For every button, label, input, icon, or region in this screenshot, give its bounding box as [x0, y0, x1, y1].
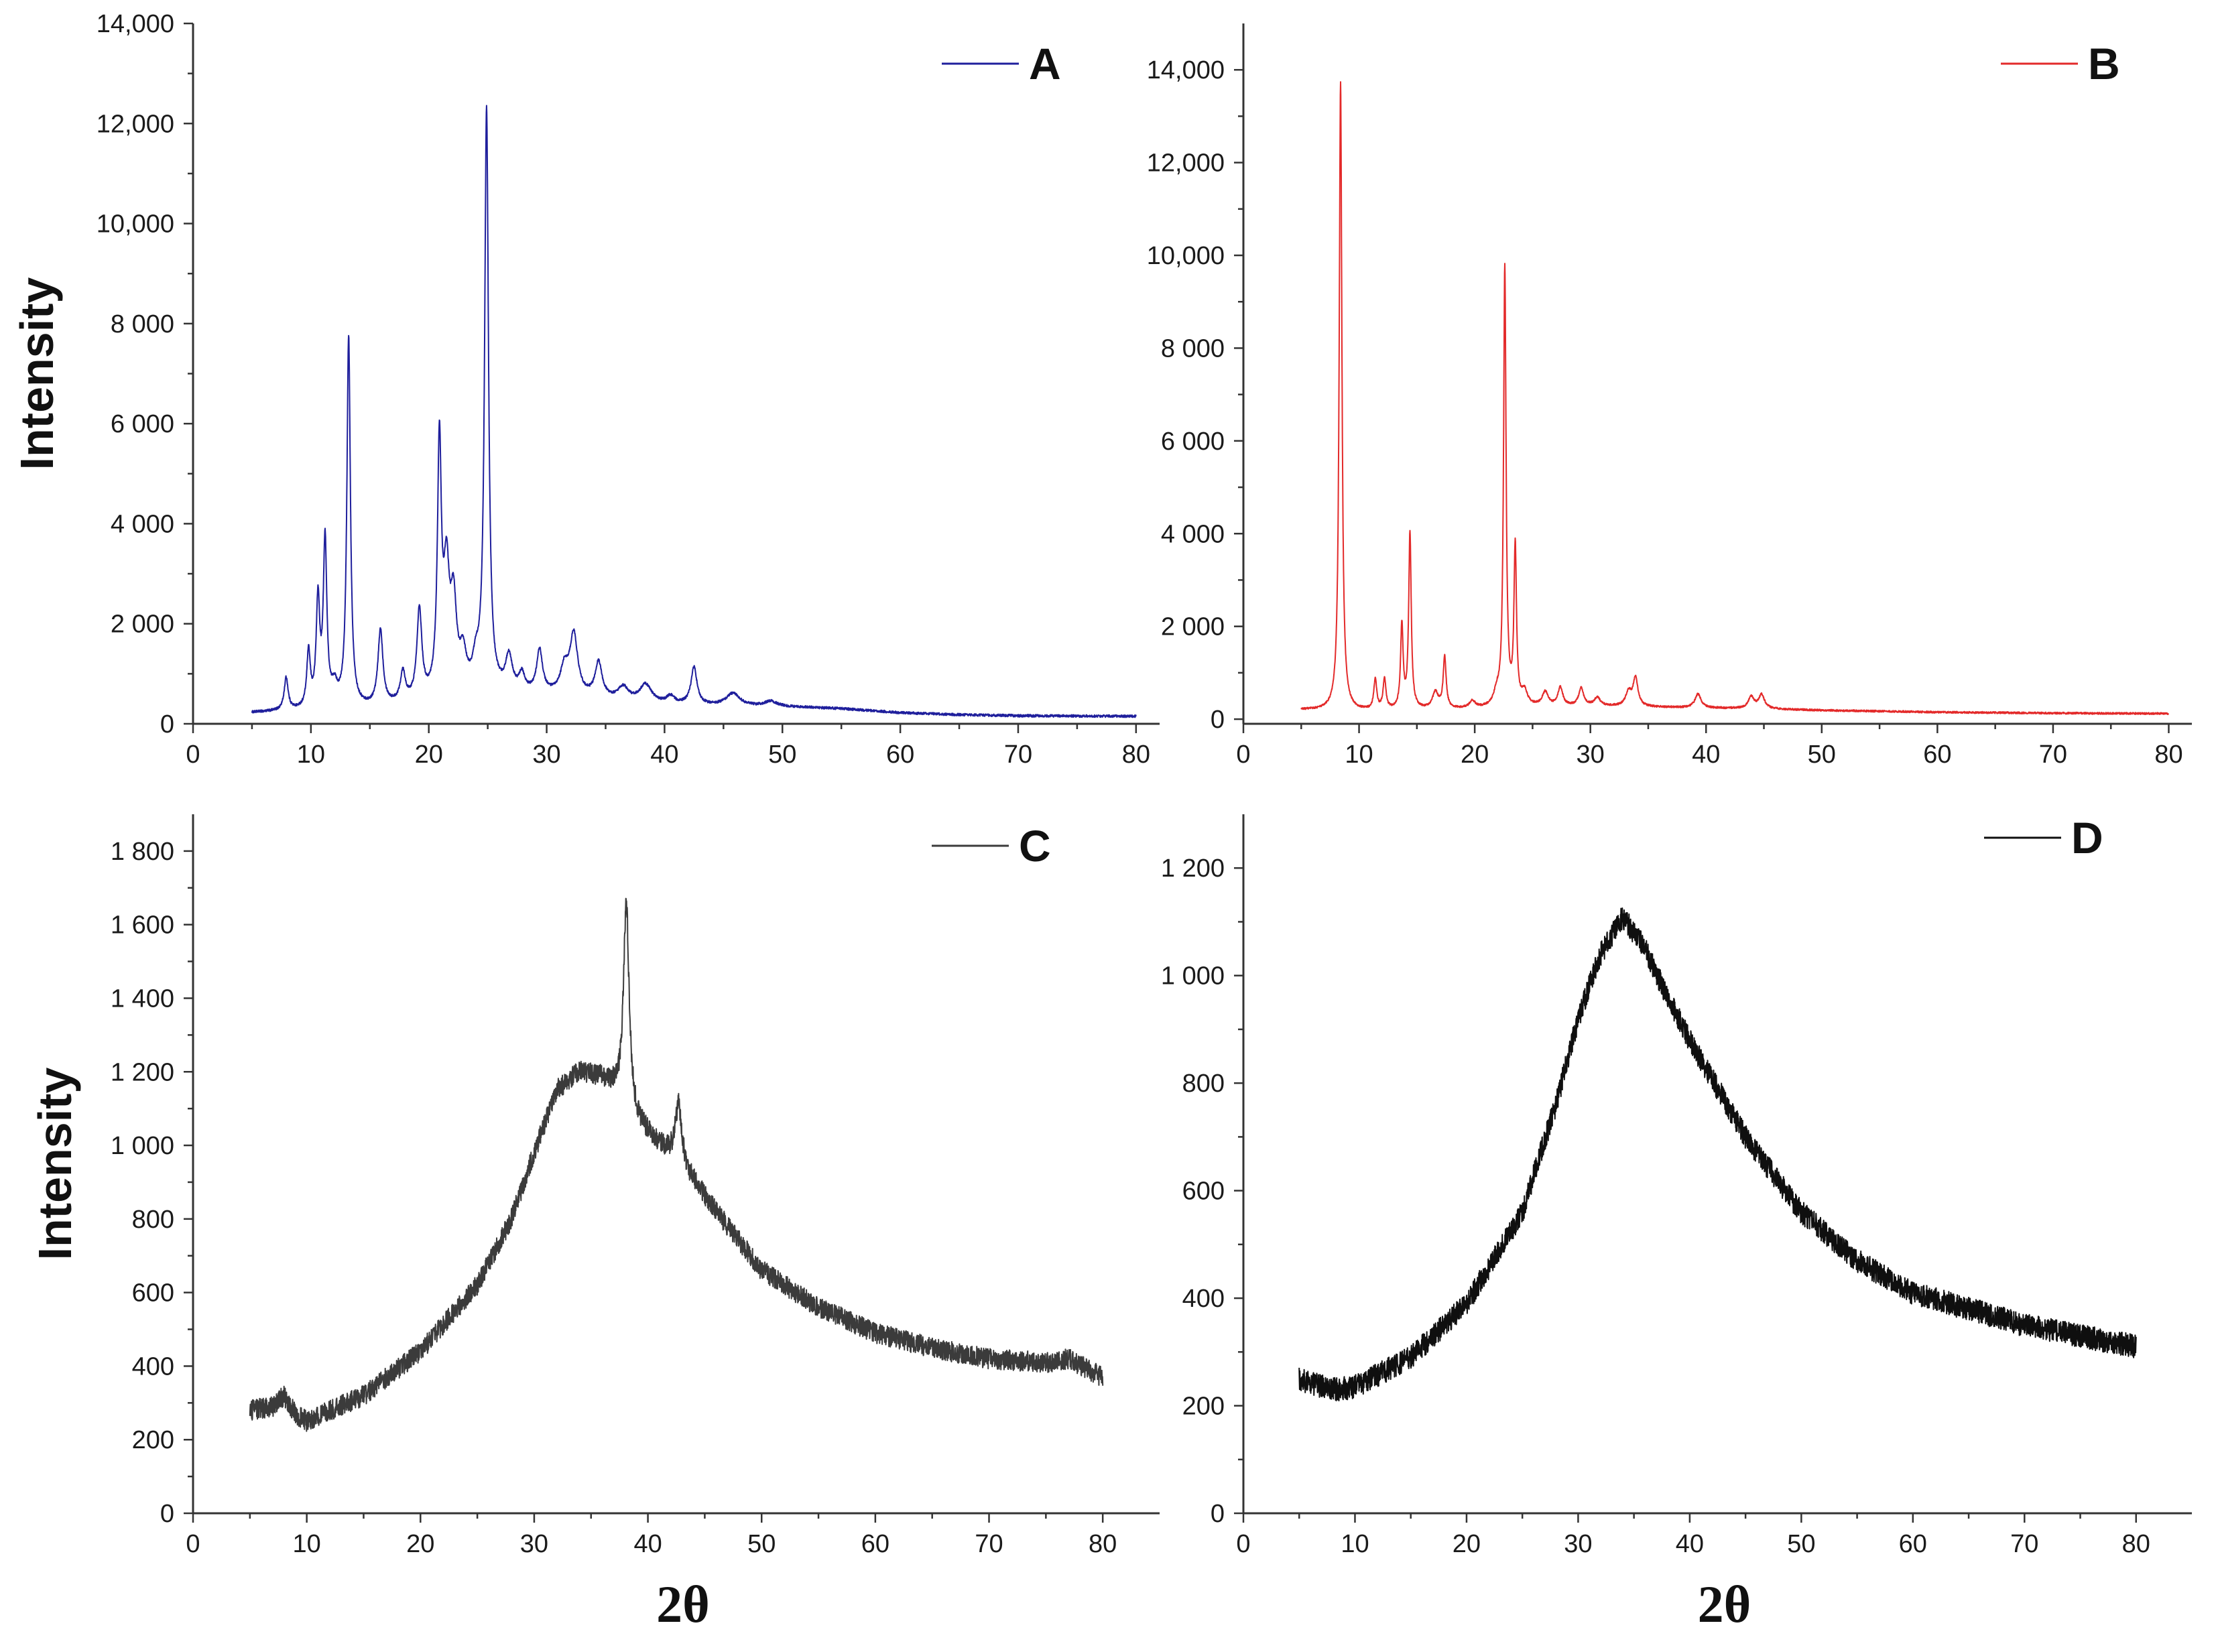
- x-tick-label: 30: [1564, 1530, 1592, 1558]
- x-tick-label: 10: [297, 741, 325, 769]
- x-tick-label: 50: [768, 741, 796, 769]
- panel-b: 0 10 20 30 40 50 60 70 80 0 2 000 4 000 6 000 8 000 10…: [1147, 23, 2192, 769]
- y-tick-label: 1 400: [111, 984, 174, 1013]
- x-tick-label: 60: [886, 741, 914, 769]
- x-tick-label: 60: [861, 1530, 889, 1558]
- y-tick-label: 400: [1182, 1285, 1225, 1313]
- x-tick-label: 60: [1923, 741, 1951, 769]
- y-tick-label: 4 000: [1161, 520, 1225, 548]
- y-tick-label: 6 000: [111, 410, 174, 438]
- y-axis-title: Intensity: [11, 277, 63, 470]
- y-tick-label: 2 000: [111, 611, 174, 639]
- legend-label: A: [1029, 39, 1061, 88]
- x-tick-label: 0: [1236, 741, 1250, 769]
- y-tick-label: 800: [132, 1206, 174, 1234]
- x-tick-label: 40: [1692, 741, 1720, 769]
- legend-label: D: [2071, 813, 2103, 863]
- series-line-a: [251, 105, 1137, 718]
- y-tick-label: 600: [1182, 1178, 1225, 1206]
- x-tick-label: 10: [1345, 741, 1373, 769]
- y-tick-label: 0: [1211, 706, 1225, 734]
- x-tick-label: 70: [2010, 1530, 2038, 1558]
- x-tick-label: 50: [1808, 741, 1836, 769]
- y-tick-label: 800: [1182, 1070, 1225, 1098]
- y-tick-label: 14,000: [97, 10, 174, 38]
- x-axis-title: 2θ: [656, 1575, 710, 1633]
- panel-a: 0 10 20 30 40 50 60 70 80 0 2 000 4 000 6 000 8 000 10…: [11, 10, 1160, 769]
- x-tick-label: 30: [1577, 741, 1605, 769]
- x-tick-label: 10: [293, 1530, 321, 1558]
- y-tick-label: 8 000: [1161, 334, 1225, 363]
- legend-label: B: [2088, 39, 2120, 88]
- y-axis-title: Intensity: [29, 1068, 81, 1261]
- y-tick-label: 12,000: [97, 110, 174, 138]
- x-tick-label: 40: [633, 1530, 662, 1558]
- y-tick-label: 14,000: [1147, 56, 1225, 84]
- x-tick-label: 30: [532, 741, 560, 769]
- x-tick-label: 0: [186, 741, 200, 769]
- y-tick-label: 600: [132, 1279, 174, 1308]
- x-tick-label: 70: [975, 1530, 1003, 1558]
- x-tick-label: 40: [1676, 1530, 1704, 1558]
- y-tick-label: 6 000: [1161, 428, 1225, 456]
- y-tick-label: 1 600: [111, 911, 174, 940]
- x-tick-label: 20: [1453, 1530, 1481, 1558]
- y-tick-label: 8 000: [111, 310, 174, 338]
- x-tick-label: 0: [1236, 1530, 1250, 1558]
- x-tick-label: 80: [2154, 741, 2182, 769]
- x-tick-label: 60: [1899, 1530, 1927, 1558]
- y-tick-label: 2 000: [1161, 613, 1225, 641]
- x-tick-label: 20: [415, 741, 443, 769]
- legend-label: C: [1019, 821, 1051, 871]
- y-tick-label: 4 000: [111, 510, 174, 538]
- y-tick-label: 0: [160, 710, 174, 739]
- y-tick-label: 12,000: [1147, 149, 1225, 178]
- series-line-c: [249, 897, 1104, 1432]
- y-tick-label: 1 000: [111, 1132, 174, 1160]
- x-tick-label: 50: [1787, 1530, 1815, 1558]
- y-tick-label: 0: [1211, 1500, 1225, 1528]
- x-tick-label: 20: [1461, 741, 1489, 769]
- x-tick-label: 80: [1089, 1530, 1117, 1558]
- series-line-b: [1300, 81, 2170, 715]
- y-tick-label: 1 200: [111, 1058, 174, 1086]
- x-tick-label: 70: [1004, 741, 1032, 769]
- y-tick-label: 1 000: [1161, 962, 1225, 991]
- x-tick-label: 80: [1122, 741, 1150, 769]
- y-tick-label: 200: [1182, 1393, 1225, 1421]
- y-tick-label: 10,000: [97, 210, 174, 239]
- x-tick-label: 80: [2122, 1530, 2150, 1558]
- x-axis-title: 2θ: [1698, 1575, 1751, 1633]
- y-tick-label: 400: [132, 1352, 174, 1381]
- y-tick-label: 1 800: [111, 838, 174, 866]
- y-tick-label: 0: [160, 1500, 174, 1528]
- x-tick-label: 20: [406, 1530, 434, 1558]
- y-tick-label: 200: [132, 1426, 174, 1454]
- x-tick-label: 50: [747, 1530, 776, 1558]
- x-tick-label: 0: [186, 1530, 200, 1558]
- y-tick-label: 10,000: [1147, 242, 1225, 270]
- x-tick-label: 70: [2039, 741, 2067, 769]
- x-tick-label: 40: [650, 741, 678, 769]
- series-line-d: [1298, 907, 2137, 1401]
- x-tick-label: 10: [1341, 1530, 1369, 1558]
- x-tick-label: 30: [520, 1530, 548, 1558]
- y-tick-label: 1 200: [1161, 854, 1225, 883]
